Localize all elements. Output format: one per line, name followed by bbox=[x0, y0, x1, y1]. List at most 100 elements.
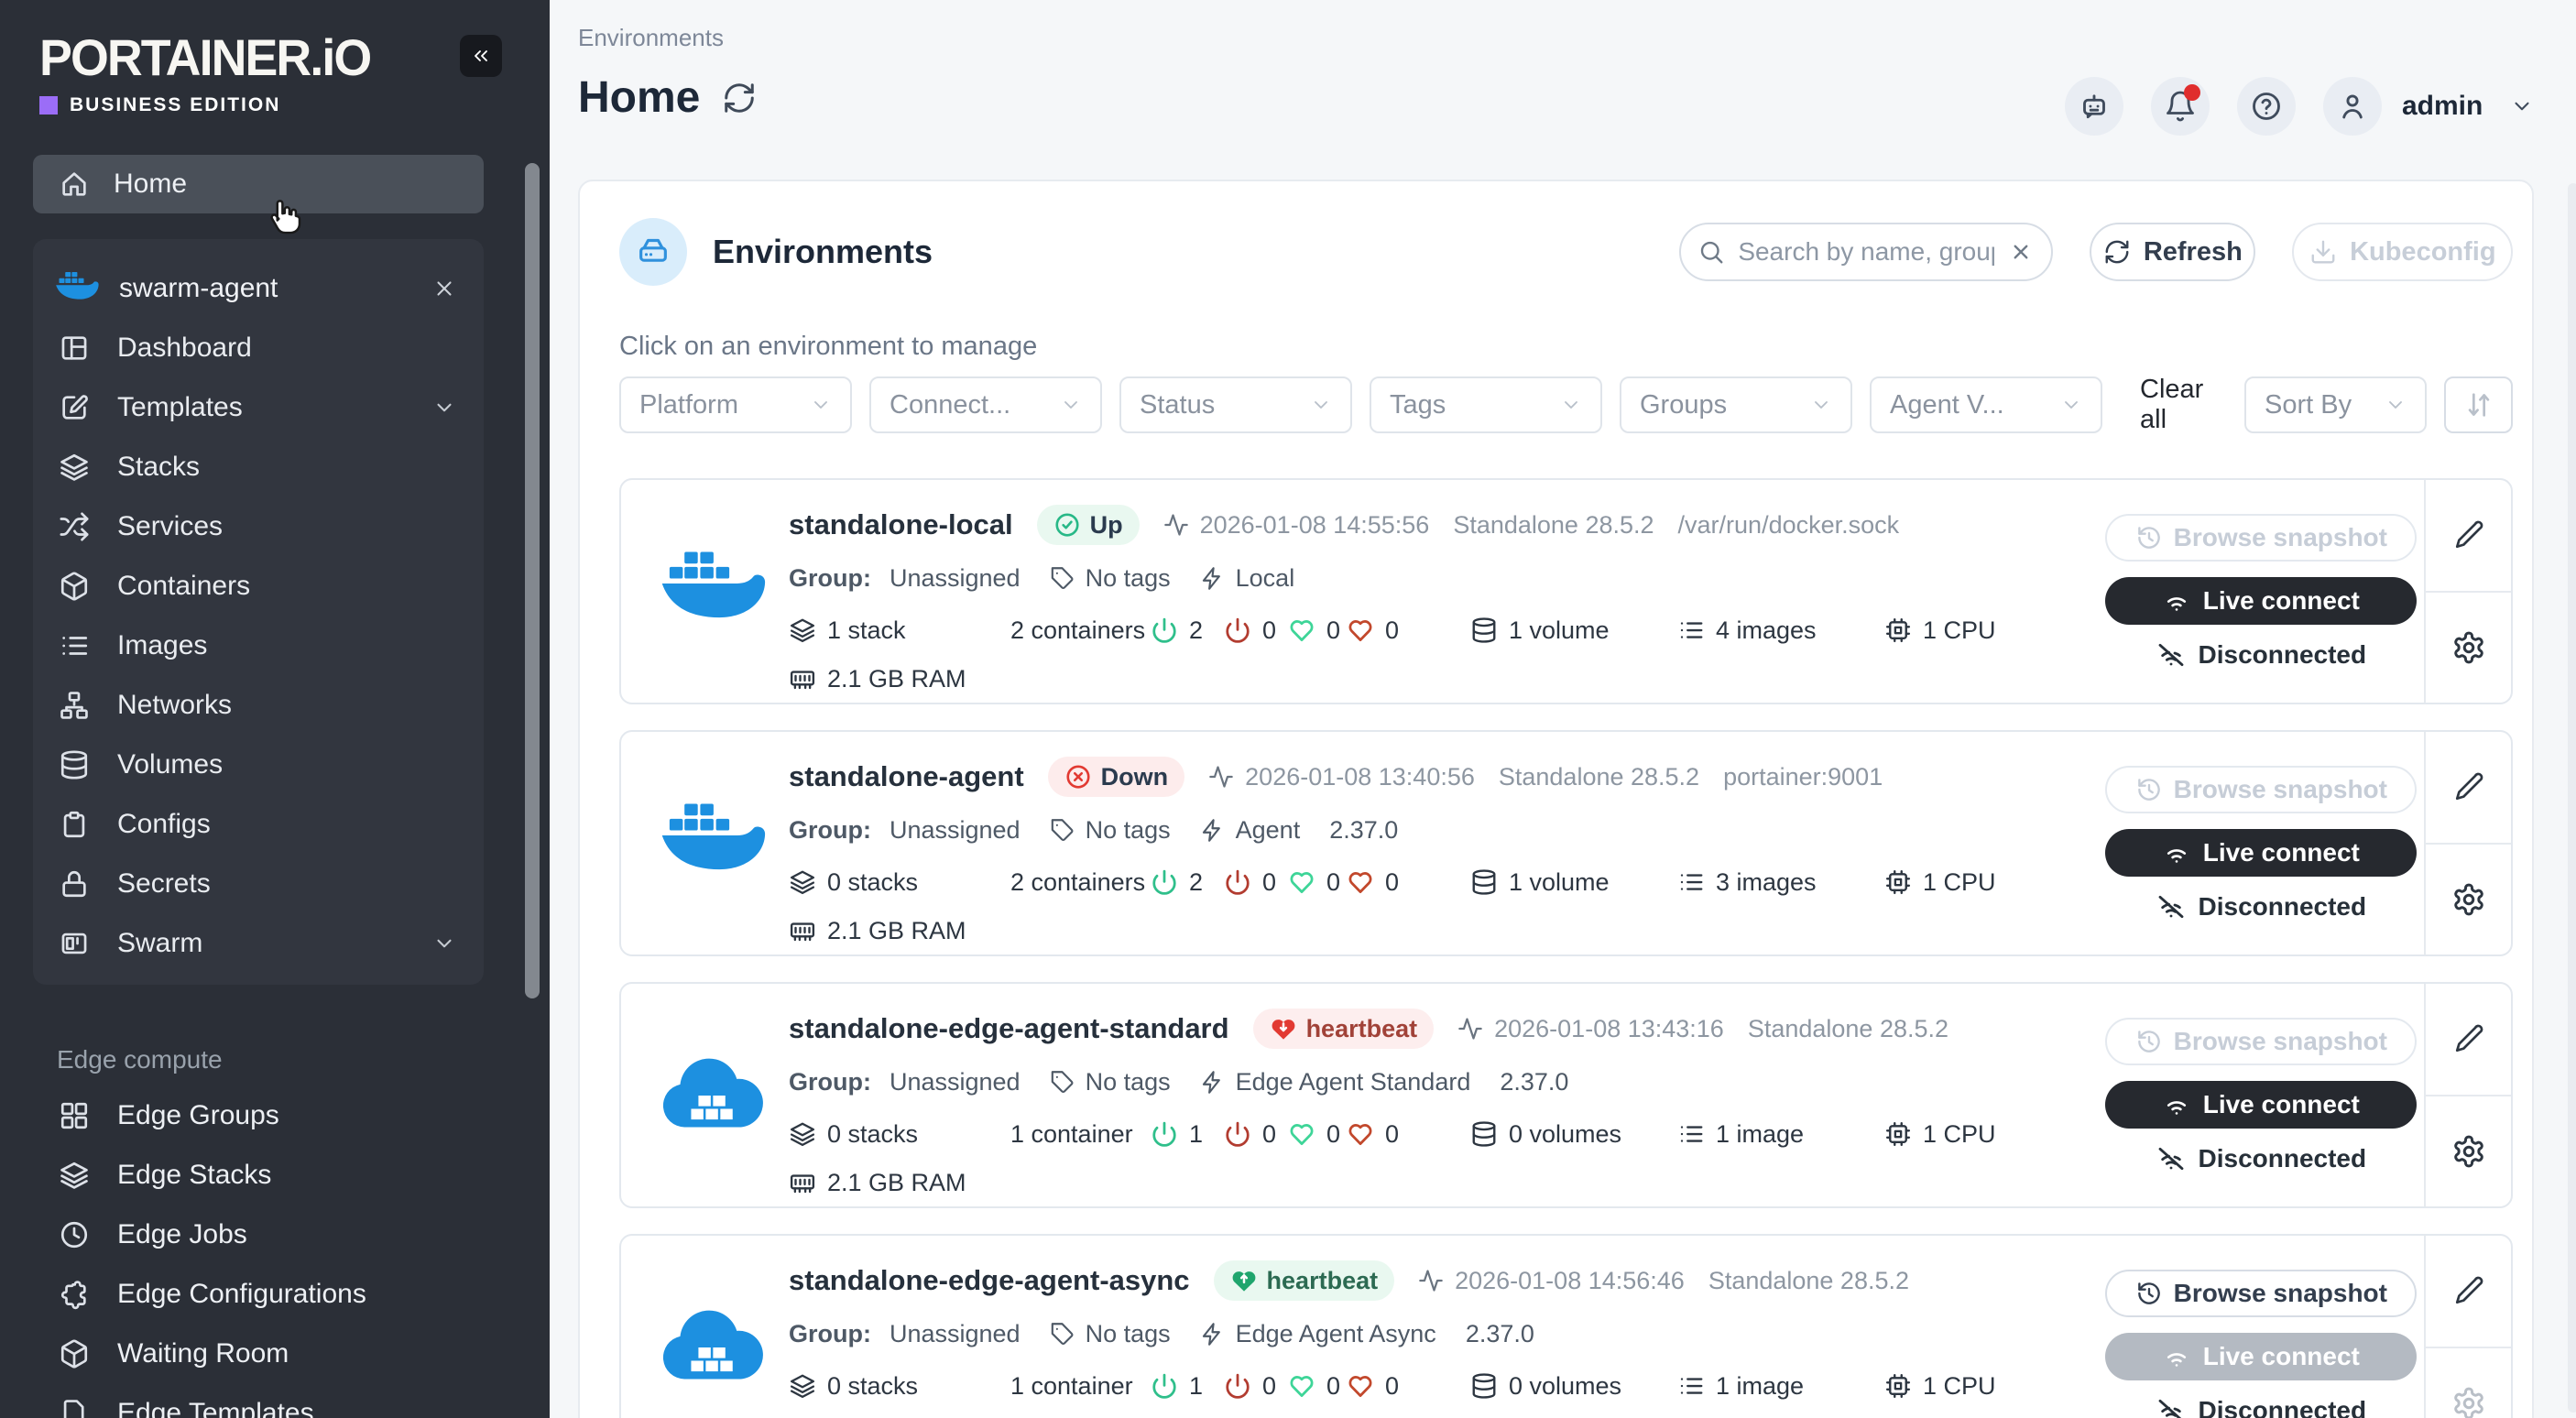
user-menu[interactable]: admin bbox=[2322, 77, 2534, 136]
edit-environment-button[interactable] bbox=[2426, 732, 2511, 843]
live-connect-button[interactable]: Live connect bbox=[2105, 1080, 2418, 1129]
sidebar-item-label: Swarm bbox=[117, 927, 203, 958]
environment-type: Edge Agent Async bbox=[1200, 1320, 1436, 1348]
panel-subtitle: Click on an environment to manage bbox=[619, 332, 1038, 361]
environment-card[interactable]: standalone-edge-agent-standard heartbeat… bbox=[619, 982, 2514, 1208]
stat-stacks: 0 stacks bbox=[789, 868, 972, 897]
user-icon bbox=[2336, 90, 2369, 123]
stacks-icon bbox=[789, 616, 816, 644]
sidebar-item[interactable]: Stacks bbox=[33, 437, 484, 496]
browse-snapshot-button[interactable]: Browse snapshot bbox=[2105, 1269, 2418, 1317]
search-input[interactable] bbox=[1736, 236, 1997, 267]
sidebar-item[interactable]: Edge Groups bbox=[33, 1085, 484, 1145]
notifications-button[interactable] bbox=[2150, 77, 2210, 136]
tags-info: No tags bbox=[1050, 1320, 1171, 1348]
refresh-button[interactable]: Refresh bbox=[2090, 223, 2256, 281]
assistant-button[interactable] bbox=[2064, 77, 2123, 136]
help-button[interactable] bbox=[2236, 77, 2296, 136]
group-value: Unassigned bbox=[889, 1067, 1021, 1096]
sidebar-item[interactable]: Templates bbox=[33, 377, 484, 437]
environment-panel-header[interactable]: swarm-agent bbox=[33, 259, 484, 318]
live-connect-button[interactable]: Live connect bbox=[2105, 576, 2418, 625]
environment-address: portainer:9001 bbox=[1723, 762, 1883, 791]
environment-settings-button[interactable] bbox=[2426, 1094, 2512, 1207]
environment-settings-button[interactable] bbox=[2426, 1346, 2512, 1418]
sidebar-collapse-button[interactable] bbox=[460, 35, 502, 77]
edit-environment-button[interactable] bbox=[2426, 984, 2511, 1095]
sidebar-item[interactable]: Waiting Room bbox=[33, 1324, 484, 1383]
power-off-icon bbox=[1224, 868, 1251, 896]
sidebar-item[interactable]: Volumes bbox=[33, 735, 484, 794]
page-scrollbar[interactable] bbox=[2568, 183, 2576, 1413]
edit-environment-button[interactable] bbox=[2426, 1236, 2511, 1347]
clear-all-link[interactable]: Clear all bbox=[2140, 375, 2204, 434]
group-info: Group: Unassigned bbox=[789, 1320, 1021, 1348]
sidebar-item-home[interactable]: Home bbox=[33, 155, 484, 213]
sidebar-item[interactable]: Dashboard bbox=[33, 318, 484, 377]
sidebar-item[interactable]: Images bbox=[33, 616, 484, 675]
sidebar-item[interactable]: Swarm bbox=[33, 913, 484, 973]
container-icon bbox=[972, 1120, 999, 1148]
filter-label: Connect... bbox=[890, 389, 1011, 420]
configs-icon bbox=[59, 809, 90, 840]
sidebar-item[interactable]: Networks bbox=[33, 675, 484, 735]
sidebar-item[interactable]: Edge Jobs bbox=[33, 1205, 484, 1264]
status-badge-label: heartbeat bbox=[1305, 1014, 1418, 1042]
close-icon[interactable] bbox=[432, 277, 456, 300]
environment-settings-button[interactable] bbox=[2426, 842, 2512, 955]
activity-icon bbox=[1457, 1016, 1483, 1042]
environment-card[interactable]: standalone-agent Down 2026-01-08 13:40:5… bbox=[619, 730, 2514, 956]
clear-search-icon[interactable] bbox=[2007, 238, 2035, 266]
sidebar-item[interactable]: Secrets bbox=[33, 854, 484, 913]
environment-address: /var/run/docker.sock bbox=[1677, 510, 1900, 539]
filter-dropdown[interactable]: Tags bbox=[1370, 376, 1602, 433]
environment-card[interactable]: standalone-local Up 2026-01-08 14:55:56 … bbox=[619, 478, 2514, 704]
stat-stopped: 0 bbox=[1224, 1372, 1288, 1401]
browse-snapshot-button[interactable]: Browse snapshot bbox=[2105, 1017, 2418, 1065]
user-avatar-button[interactable] bbox=[2322, 77, 2382, 136]
status-badge: Down bbox=[1047, 757, 1185, 797]
reload-icon[interactable] bbox=[722, 81, 757, 115]
power-on-icon bbox=[1151, 1120, 1178, 1148]
sidebar-item[interactable]: Services bbox=[33, 496, 484, 556]
environment-type: Agent bbox=[1200, 816, 1300, 845]
stat-stopped: 0 bbox=[1224, 1120, 1288, 1149]
environment-settings-button[interactable] bbox=[2426, 590, 2512, 704]
filter-dropdown[interactable]: Status bbox=[1119, 376, 1352, 433]
sort-by-dropdown[interactable]: Sort By bbox=[2244, 376, 2428, 433]
environment-card[interactable]: standalone-edge-agent-async heartbeat 20… bbox=[619, 1234, 2514, 1418]
snapshot-time: 2026-01-08 13:40:56 bbox=[1245, 762, 1475, 791]
live-connect-button[interactable]: Live connect bbox=[2105, 1332, 2418, 1380]
question-icon bbox=[2250, 90, 2283, 123]
filter-dropdown[interactable]: Platform bbox=[619, 376, 852, 433]
edit-environment-button[interactable] bbox=[2426, 480, 2511, 591]
sidebar-scrollbar[interactable] bbox=[525, 163, 540, 998]
filter-dropdown[interactable]: Connect... bbox=[869, 376, 1102, 433]
environment-name: standalone-local bbox=[789, 508, 1013, 540]
group-value: Unassigned bbox=[889, 815, 1021, 844]
sidebar-item-label: Edge Templates bbox=[117, 1397, 314, 1418]
breadcrumb[interactable]: Environments bbox=[578, 24, 724, 51]
snapshot-time-group: 2026-01-08 14:56:46 bbox=[1418, 1267, 1685, 1295]
sidebar-item-label: Images bbox=[117, 629, 208, 660]
sidebar-item[interactable]: Edge Templates bbox=[33, 1383, 484, 1418]
images-icon bbox=[59, 630, 90, 661]
sort-direction-button[interactable] bbox=[2444, 376, 2514, 433]
sidebar-item[interactable]: Edge Configurations bbox=[33, 1264, 484, 1324]
group-info: Group: Unassigned bbox=[789, 816, 1021, 845]
container-icon bbox=[972, 868, 999, 896]
volume-icon bbox=[1470, 1120, 1498, 1148]
sidebar-item[interactable]: Containers bbox=[33, 556, 484, 616]
kubeconfig-button[interactable]: Kubeconfig bbox=[2292, 223, 2514, 281]
browse-snapshot-button[interactable]: Browse snapshot bbox=[2105, 513, 2418, 562]
sidebar-item[interactable]: Configs bbox=[33, 794, 484, 854]
live-connect-button[interactable]: Live connect bbox=[2105, 828, 2418, 877]
server-drive-icon bbox=[635, 234, 671, 270]
edge-compute-section-label: Edge compute bbox=[57, 1045, 223, 1074]
stat-containers: 2 containers bbox=[972, 616, 1151, 645]
filter-dropdown[interactable]: Groups bbox=[1620, 376, 1852, 433]
memory-icon bbox=[789, 1169, 816, 1196]
browse-snapshot-button[interactable]: Browse snapshot bbox=[2105, 765, 2418, 813]
sidebar-item[interactable]: Edge Stacks bbox=[33, 1145, 484, 1205]
filter-dropdown[interactable]: Agent V... bbox=[1870, 376, 2102, 433]
